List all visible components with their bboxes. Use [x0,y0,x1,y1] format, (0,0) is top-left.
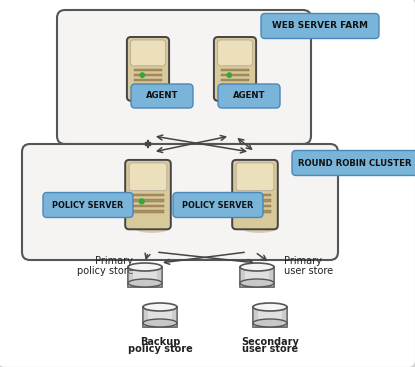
Bar [220,69,249,71]
Bar [134,69,162,71]
Text: ROUND ROBIN CLUSTER: ROUND ROBIN CLUSTER [298,159,412,167]
FancyBboxPatch shape [125,160,171,229]
Ellipse shape [253,319,287,327]
FancyBboxPatch shape [173,193,263,218]
Bar [220,74,249,76]
Ellipse shape [134,223,170,233]
Bar [143,307,177,327]
Bar [134,79,162,81]
Bar [240,267,274,287]
Bar [253,307,258,327]
Bar [220,84,249,86]
Ellipse shape [128,279,162,287]
Ellipse shape [240,263,274,271]
Text: policy store: policy store [76,266,133,276]
Bar [220,79,249,81]
FancyBboxPatch shape [127,37,169,101]
FancyBboxPatch shape [236,163,274,191]
Bar [157,267,162,287]
Text: POLICY SERVER: POLICY SERVER [52,200,124,210]
Text: Backup: Backup [140,337,180,347]
Text: POLICY SERVER: POLICY SERVER [182,200,254,210]
Bar [239,205,271,207]
Bar [253,307,287,327]
FancyBboxPatch shape [131,40,166,66]
Bar [240,267,245,287]
FancyBboxPatch shape [129,163,167,191]
Bar [132,194,164,196]
FancyBboxPatch shape [214,37,256,101]
Ellipse shape [240,279,274,287]
Bar [269,267,274,287]
FancyBboxPatch shape [43,193,133,218]
Bar [172,307,177,327]
Text: Primary: Primary [95,256,133,266]
Text: WEB SERVER FARM: WEB SERVER FARM [272,22,368,30]
Ellipse shape [143,319,177,327]
Bar [134,84,162,86]
Bar [239,210,271,213]
Bar [239,194,271,196]
FancyBboxPatch shape [57,10,311,144]
Bar [132,210,164,213]
Circle shape [227,73,232,77]
Circle shape [139,199,144,204]
Bar [128,267,162,287]
Bar [282,307,287,327]
Bar [128,267,133,287]
FancyBboxPatch shape [261,14,379,39]
Text: user store: user store [242,344,298,354]
Text: policy store: policy store [128,344,193,354]
Text: Primary: Primary [284,256,322,266]
Bar [143,307,148,327]
Ellipse shape [136,95,168,104]
Text: user store: user store [284,266,333,276]
Bar [132,199,164,202]
Bar [134,74,162,76]
Text: Secondary: Secondary [241,337,299,347]
Ellipse shape [128,263,162,271]
FancyBboxPatch shape [131,84,193,108]
FancyBboxPatch shape [217,40,252,66]
FancyBboxPatch shape [292,150,415,175]
Ellipse shape [223,95,255,104]
Text: AGENT: AGENT [146,91,178,101]
Ellipse shape [241,223,277,233]
Circle shape [247,199,251,204]
Circle shape [140,73,144,77]
FancyBboxPatch shape [218,84,280,108]
Text: AGENT: AGENT [233,91,265,101]
Ellipse shape [253,303,287,311]
Bar [132,205,164,207]
Ellipse shape [143,303,177,311]
Bar [239,199,271,202]
FancyBboxPatch shape [22,144,338,260]
FancyBboxPatch shape [232,160,278,229]
